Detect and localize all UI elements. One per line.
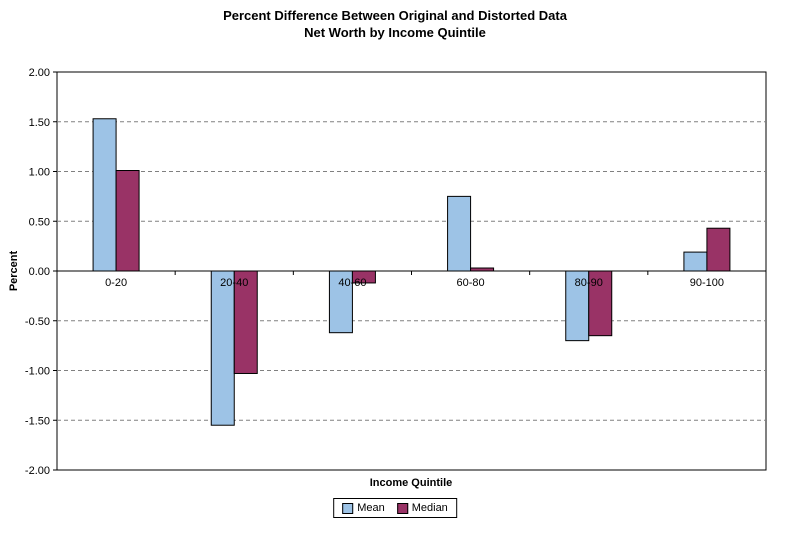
x-category-label: 60-80 <box>457 277 485 289</box>
bar-median-90-100 <box>706 227 731 272</box>
x-category-label: 40-60 <box>338 277 366 289</box>
y-tick-label: 2.00 <box>29 67 50 79</box>
bar-mean-40-60 <box>328 270 353 334</box>
legend: Mean Median <box>333 498 457 518</box>
x-category-label: 0-20 <box>105 277 127 289</box>
legend-item-mean: Mean <box>342 502 385 514</box>
bar-median-60-80 <box>470 267 495 272</box>
chart-title: Percent Difference Between Original and … <box>0 8 790 42</box>
bar-mean-20-40 <box>210 270 235 426</box>
legend-swatch-mean <box>342 502 354 514</box>
bar-mean-90-100 <box>683 251 708 272</box>
y-tick-label: 1.50 <box>29 117 50 129</box>
y-tick-label: -1.50 <box>25 415 50 427</box>
chart-title-line1: Percent Difference Between Original and … <box>223 8 567 23</box>
x-category-label: 20-40 <box>220 277 248 289</box>
y-tick-label: 0.50 <box>29 216 50 228</box>
legend-label-median: Median <box>411 502 448 514</box>
bar-median-20-40 <box>233 270 258 374</box>
legend-swatch-median <box>396 502 408 514</box>
x-category-label: 80-90 <box>575 277 603 289</box>
x-category-label: 90-100 <box>690 277 724 289</box>
legend-label-mean: Mean <box>357 502 385 514</box>
bar-median-40-60 <box>351 270 376 284</box>
bar-mean-60-80 <box>447 195 472 272</box>
x-axis-title: Income Quintile <box>369 477 453 489</box>
bar-median-0-20 <box>115 170 140 272</box>
y-tick-label: -2.00 <box>25 465 50 477</box>
chart-title-line2: Net Worth by Income Quintile <box>304 24 486 40</box>
bar-mean-0-20 <box>92 118 117 272</box>
y-tick-label: -1.00 <box>25 366 50 378</box>
y-tick-label: 1.00 <box>29 167 50 179</box>
legend-item-median: Median <box>396 502 448 514</box>
y-tick-label: -0.50 <box>25 316 50 328</box>
bar-median-80-90 <box>588 270 613 337</box>
y-tick-label: 0.00 <box>29 266 50 278</box>
